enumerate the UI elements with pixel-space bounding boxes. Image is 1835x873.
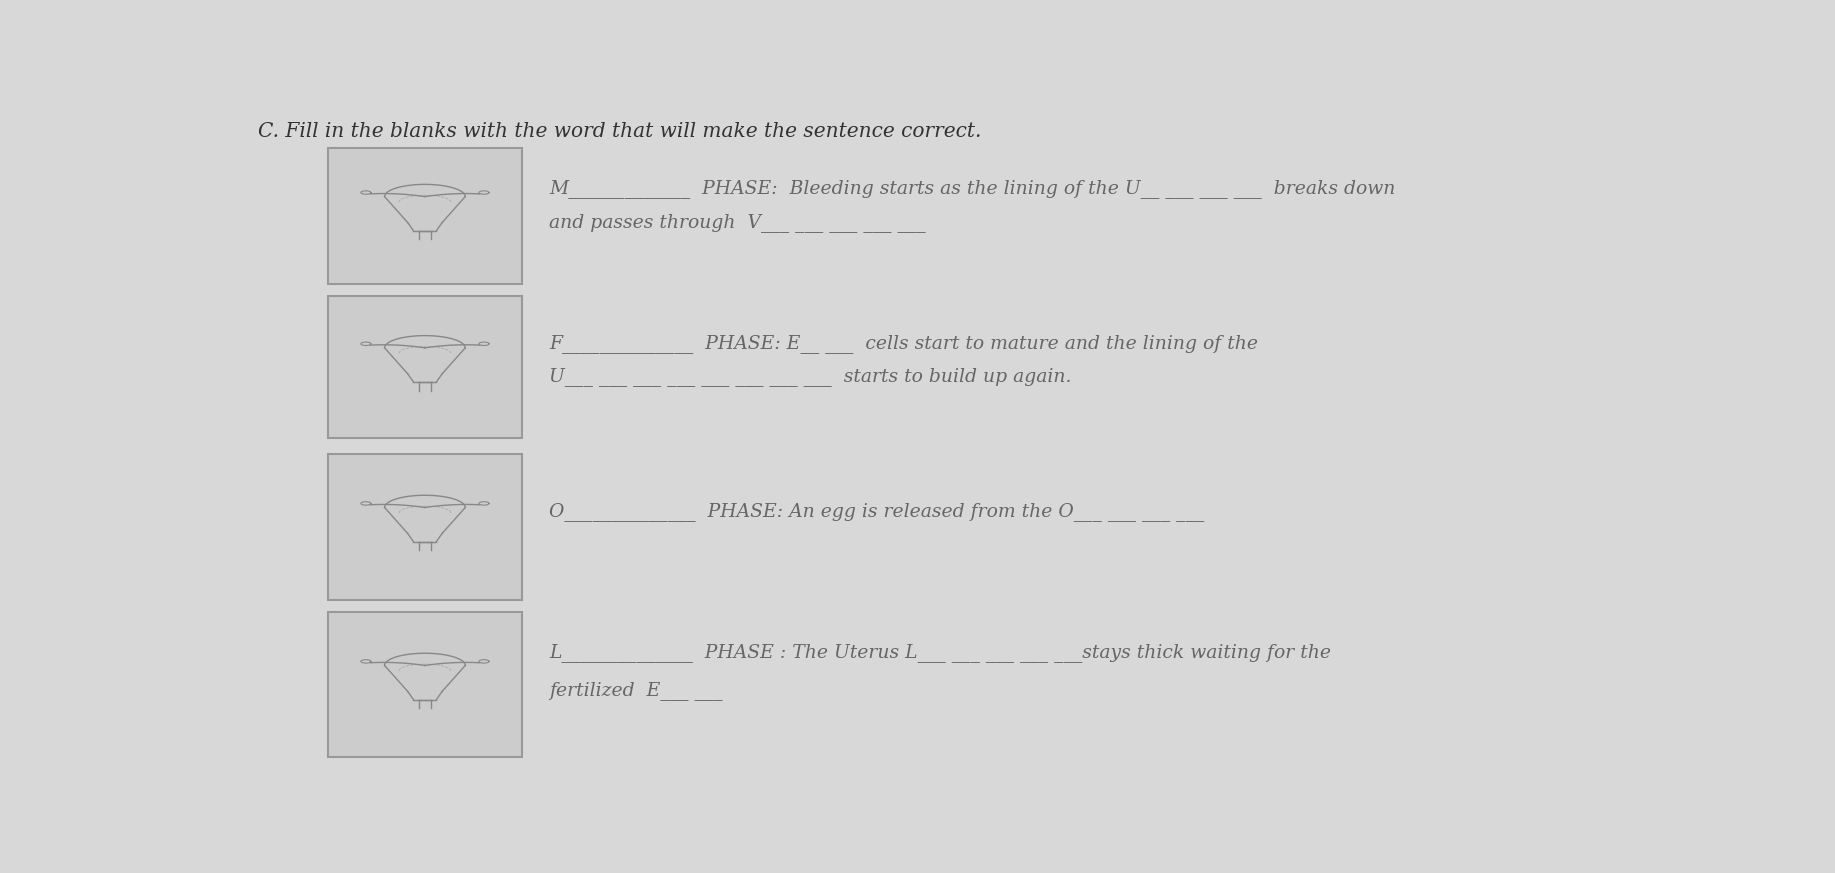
- FancyBboxPatch shape: [327, 454, 523, 600]
- Text: U___ ___ ___ ___ ___ ___ ___ ___  starts to build up again.: U___ ___ ___ ___ ___ ___ ___ ___ starts …: [549, 368, 1072, 387]
- Text: M_____________  PHASE:  Bleeding starts as the lining of the U__ ___ ___ ___  br: M_____________ PHASE: Bleeding starts as…: [549, 179, 1396, 198]
- Text: O______________  PHASE: An egg is released from the O___ ___ ___ ___: O______________ PHASE: An egg is release…: [549, 502, 1204, 521]
- Text: L______________  PHASE : The Uterus L___ ___ ___ ___ ___stays thick waiting for : L______________ PHASE : The Uterus L___ …: [549, 643, 1332, 662]
- FancyBboxPatch shape: [327, 612, 523, 758]
- FancyBboxPatch shape: [327, 148, 523, 284]
- Text: fertilized  E___ ___: fertilized E___ ___: [549, 682, 723, 700]
- Text: C. Fill in the blanks with the word that will make the sentence correct.: C. Fill in the blanks with the word that…: [257, 121, 982, 141]
- Text: F______________  PHASE: E__ ___  cells start to mature and the lining of the: F______________ PHASE: E__ ___ cells sta…: [549, 333, 1259, 353]
- FancyBboxPatch shape: [327, 296, 523, 438]
- Text: and passes through  V___ ___ ___ ___ ___: and passes through V___ ___ ___ ___ ___: [549, 213, 927, 232]
